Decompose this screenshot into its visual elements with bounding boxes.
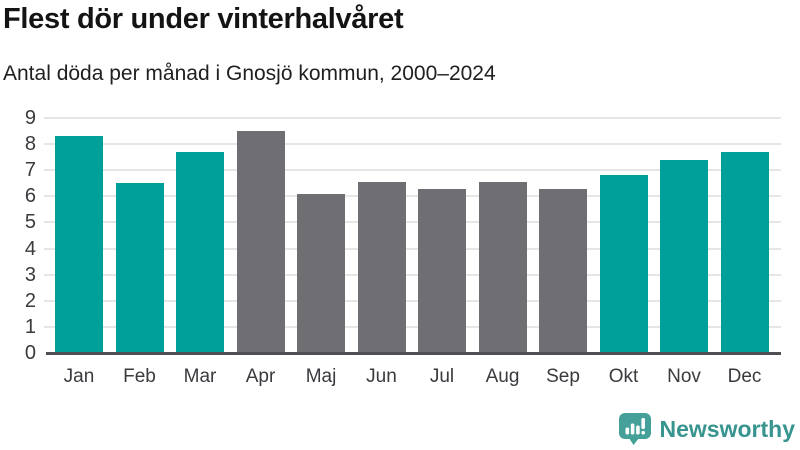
gridline bbox=[44, 325, 781, 328]
x-axis-label-jun: Jun bbox=[366, 366, 397, 387]
y-axis-tick-label: 8 bbox=[24, 133, 36, 156]
gridline bbox=[44, 195, 781, 198]
y-axis-tick-label: 0 bbox=[24, 342, 36, 364]
x-axis-label-jul: Jul bbox=[429, 366, 455, 387]
x-axis-line bbox=[46, 352, 781, 355]
bar-jan bbox=[55, 136, 103, 353]
x-axis-label-aug: Aug bbox=[485, 366, 520, 387]
x-axis-label-maj: Maj bbox=[305, 366, 337, 387]
chart-subtitle: Antal döda per månad i Gnosjö kommun, 20… bbox=[3, 62, 496, 85]
gridline bbox=[44, 273, 781, 276]
y-axis-tick-label: 1 bbox=[24, 315, 36, 338]
y-axis-tick-label: 5 bbox=[24, 211, 36, 234]
newsworthy-logo-icon bbox=[618, 413, 651, 445]
bar-okt bbox=[599, 175, 648, 353]
x-axis-label-apr: Apr bbox=[245, 366, 276, 387]
x-axis-label-mar: Mar bbox=[183, 366, 217, 387]
bar-sep bbox=[539, 188, 587, 353]
bar-aug bbox=[478, 181, 527, 353]
gridline bbox=[44, 299, 781, 302]
y-axis-tick-label: 4 bbox=[24, 237, 36, 260]
bar-feb bbox=[115, 183, 164, 353]
y-axis-tick-label: 2 bbox=[24, 289, 36, 312]
brand-logo: Newsworthy bbox=[618, 412, 795, 446]
x-axis-label-dec: Dec bbox=[727, 366, 762, 387]
gridline bbox=[44, 221, 781, 224]
y-axis-tick-label: 9 bbox=[24, 107, 36, 129]
bar-dec bbox=[720, 151, 769, 353]
x-axis-label-nov: Nov bbox=[667, 366, 701, 387]
x-axis-label-feb: Feb bbox=[123, 366, 156, 387]
bar-mar bbox=[176, 151, 224, 353]
bar-nov bbox=[660, 159, 708, 353]
x-axis-label-okt: Okt bbox=[608, 366, 639, 387]
bar-maj bbox=[297, 193, 345, 353]
bar-jul bbox=[418, 188, 466, 353]
x-axis-label-sep: Sep bbox=[546, 366, 580, 387]
x-axis-label-jan: Jan bbox=[63, 366, 95, 387]
brand-name: Newsworthy bbox=[659, 415, 795, 442]
bar-jun bbox=[357, 181, 406, 353]
gridline bbox=[44, 143, 781, 146]
gridline bbox=[44, 169, 781, 172]
bar-apr bbox=[236, 131, 285, 353]
chart-title: Flest dör under vinterhalvåret bbox=[3, 3, 404, 35]
y-axis-tick-label: 7 bbox=[24, 159, 36, 182]
y-axis-tick-label: 3 bbox=[24, 263, 36, 286]
y-axis-tick-label: 6 bbox=[24, 185, 36, 208]
gridline bbox=[44, 247, 781, 250]
gridline bbox=[44, 117, 781, 119]
